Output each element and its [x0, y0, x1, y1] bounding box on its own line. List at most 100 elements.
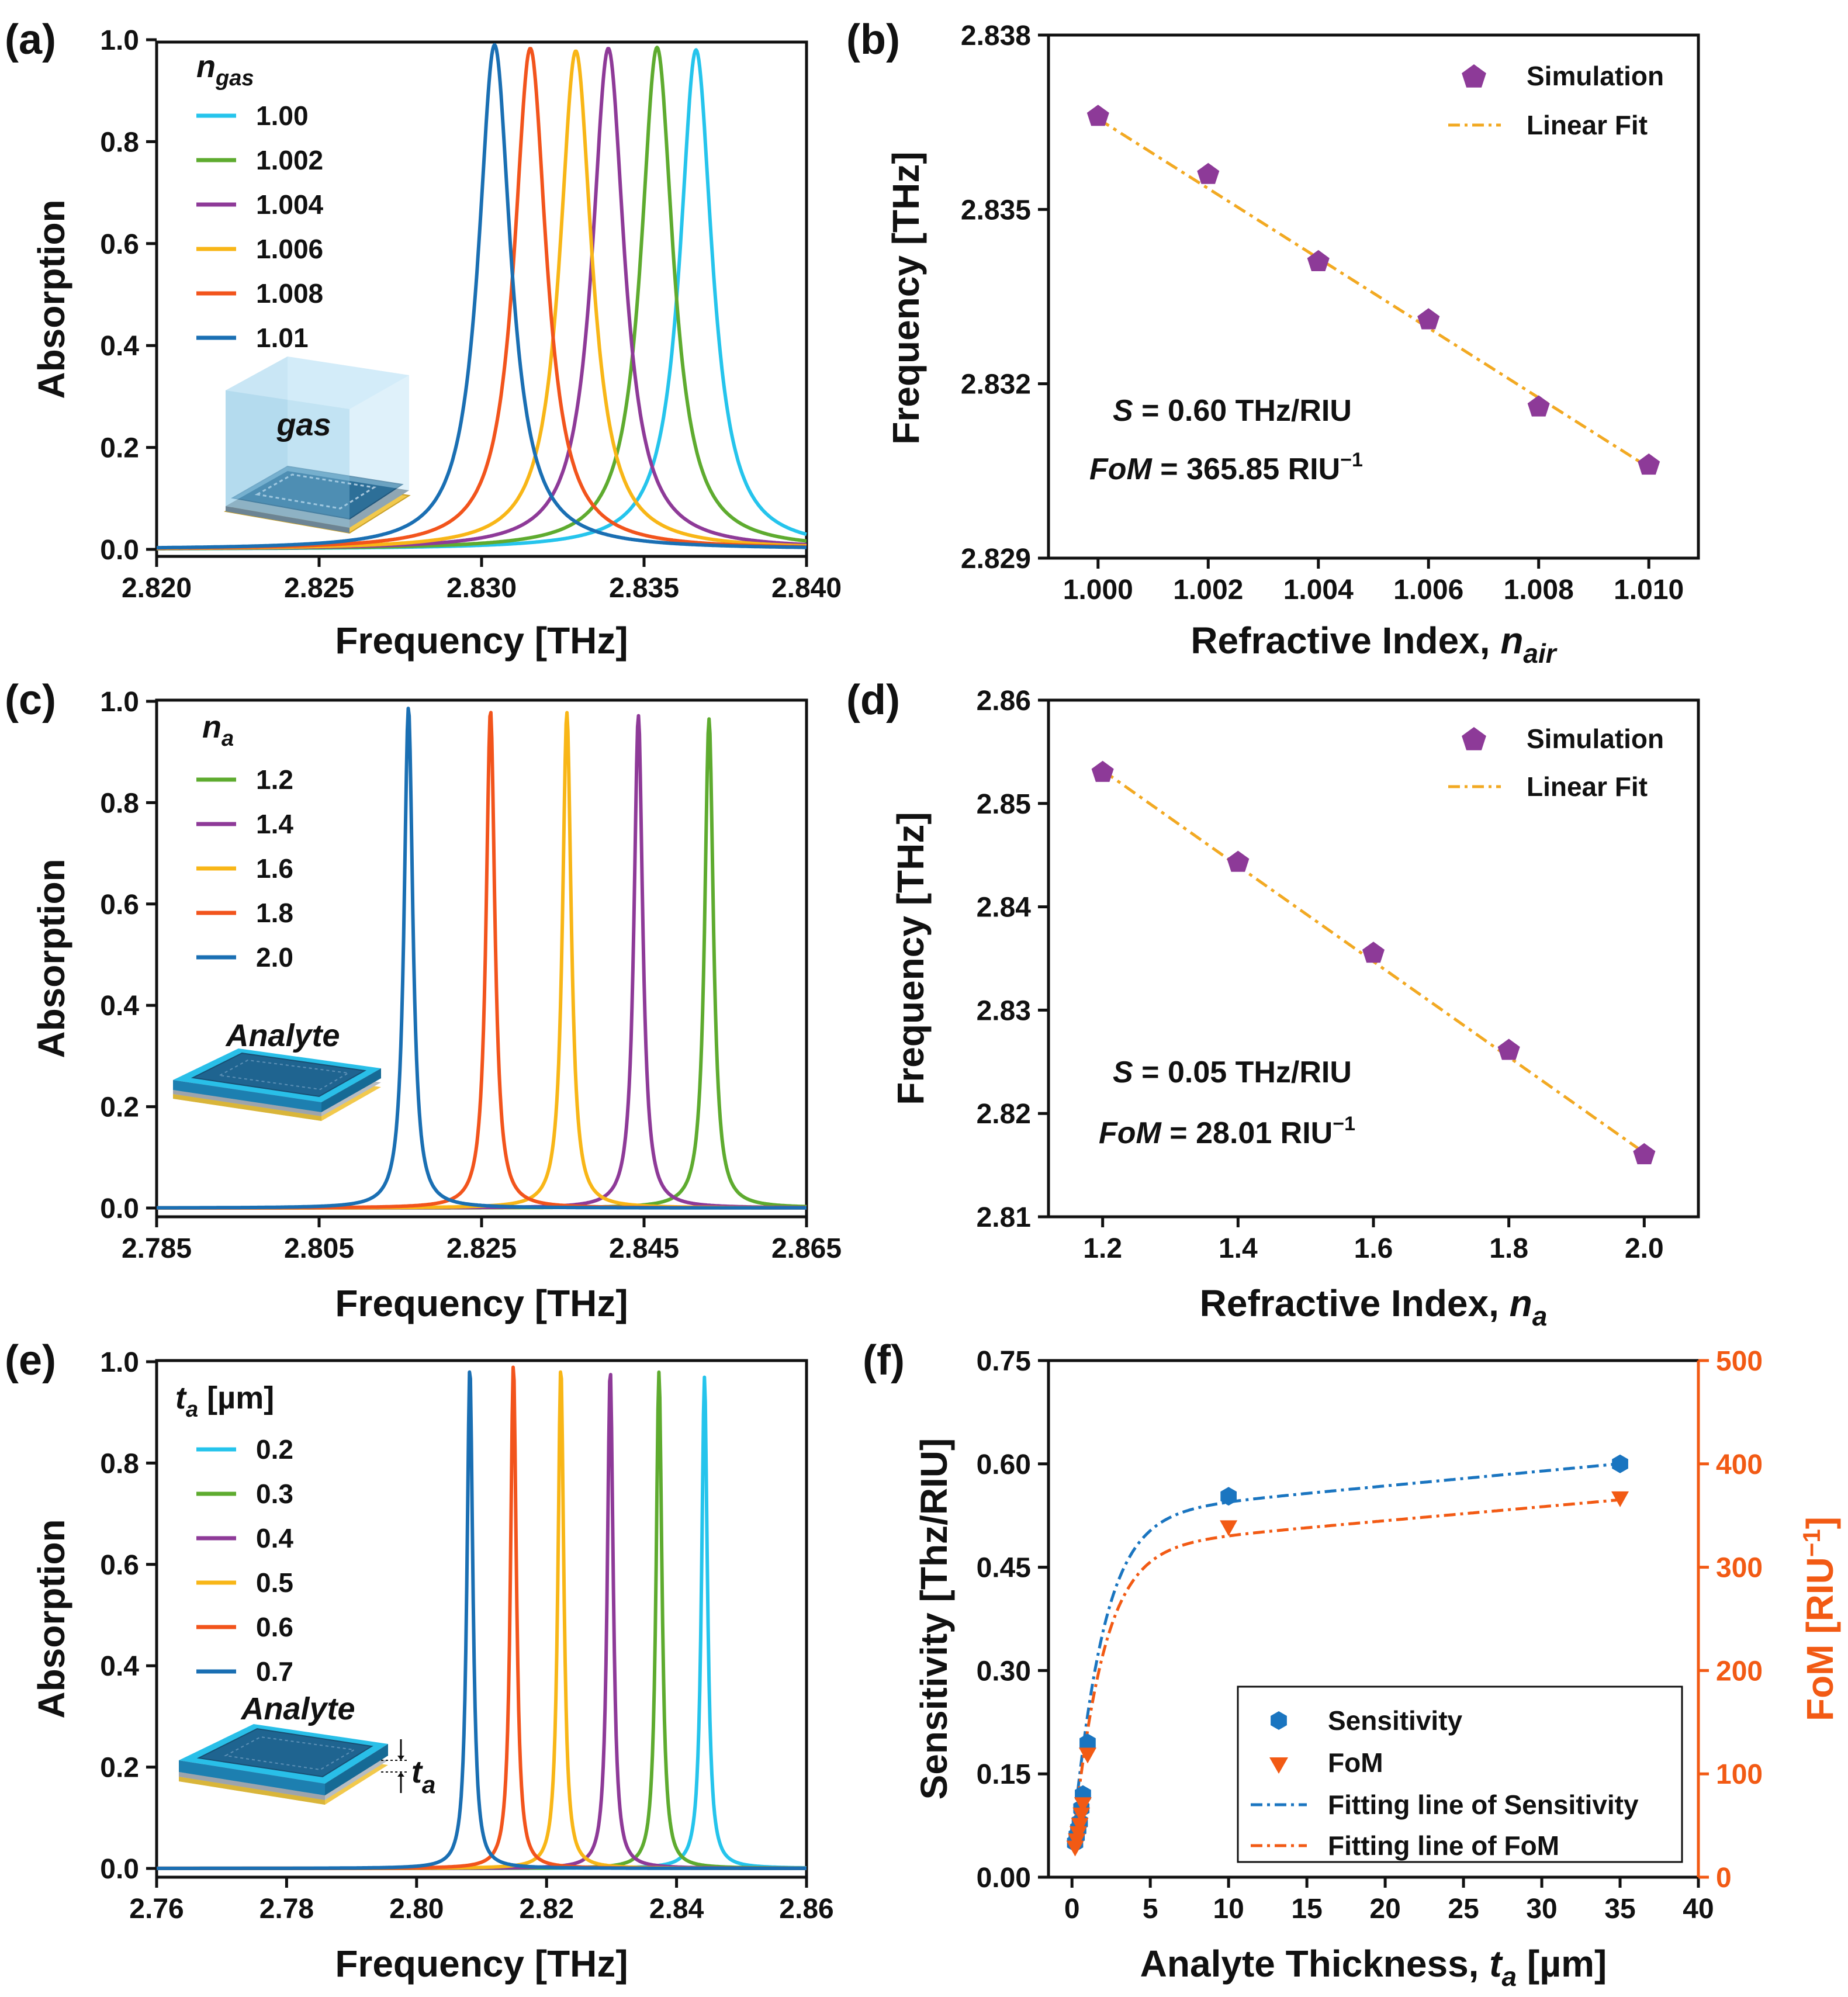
panel-e-curve-0.7 [155, 1370, 808, 1870]
panel-a-x-tick-label: 2.825 [284, 573, 354, 604]
panel-e-x-tick-label: 2.86 [779, 1894, 833, 1925]
panel-c-y-tick-label: 1.0 [100, 687, 139, 718]
panel-d-simulation-point [1091, 760, 1114, 782]
panel-c-x-tick-label: 2.785 [122, 1233, 192, 1264]
panel-c-x-tick-label: 2.845 [609, 1233, 679, 1264]
panel-b-simulation-point [1197, 162, 1220, 184]
panel-f-x-tick-label: 5 [1143, 1894, 1158, 1925]
panel-d-y-tick-label: 2.84 [977, 892, 1032, 923]
panel-b-simulation-point [1527, 395, 1550, 417]
panel-a-legend-entry: 1.004 [256, 189, 324, 220]
panel-e-x-tick-label: 2.84 [649, 1894, 704, 1925]
panel-f-legend-fom: FoM [1328, 1747, 1383, 1778]
panel-a-y-tick-label: 0.8 [100, 127, 139, 158]
panel-a-x-axis-label: Frequency [THz] [335, 619, 628, 662]
panel-f-y-tick-label: 0.15 [977, 1759, 1031, 1790]
panel-d-legend-simulation: Simulation [1527, 724, 1664, 754]
panel-b-simulation-point [1307, 250, 1330, 271]
panel-b-plot [1086, 105, 1660, 475]
panel-f-y-tick-label: 0.75 [977, 1346, 1031, 1377]
panel-f-right-y-tick-label: 100 [1716, 1759, 1763, 1790]
panel-b-x-tick-label: 1.006 [1393, 574, 1463, 605]
panel-d-x-axis-label: Refractive Index, na [1200, 1282, 1548, 1331]
panel-a-x-ticks: 2.820 2.825 2.830 2.835 2.840 [122, 556, 842, 604]
panel-f-y-axis-label: Sensitivity [Thz/RIU] [913, 1438, 955, 1800]
panel-b-y-ticks: 2.829 2.832 2.835 2.838 [961, 20, 1048, 574]
panel-e-inset-label: Analyte [240, 1691, 355, 1726]
panel-f-right-y-tick-label: 300 [1716, 1553, 1763, 1584]
panel-d-y-axis-label: Frequency [THz] [890, 812, 932, 1105]
panel-e-legend-entry: 0.4 [256, 1523, 293, 1553]
panel-e-label: (e) [5, 1337, 56, 1384]
panel-c-label: (c) [5, 677, 56, 724]
panel-e-x-ticks: 2.76 2.78 2.80 2.82 2.84 2.86 [129, 1877, 834, 1925]
panel-f-sensitivity-point [1079, 1733, 1096, 1753]
panel-b-y-tick-label: 2.835 [961, 195, 1031, 226]
panel-c-x-axis-label: Frequency [THz] [335, 1282, 628, 1324]
panel-f-legend-box [1237, 1685, 1683, 1863]
panel-f-fom-fit-line [1074, 1498, 1621, 1822]
panel-f-y-tick-label: 0.45 [977, 1553, 1031, 1584]
panel-f-y-tick-label: 0.00 [977, 1863, 1031, 1894]
panel-e-legend-entry: 0.6 [256, 1612, 293, 1642]
panel-a-y-ticks: 0.0 0.2 0.4 0.6 0.8 1.0 [100, 25, 157, 566]
panel-e-legend-entry: 0.3 [256, 1479, 293, 1509]
panel-b-x-tick-label: 1.008 [1504, 574, 1574, 605]
panel-f-x-tick-label: 20 [1369, 1894, 1400, 1925]
panel-c-legend-entry: 2.0 [256, 942, 293, 972]
panel-d-sensitivity-annotation: S = 0.05 THz/RIU [1113, 1055, 1352, 1089]
panel-f-x-tick-label: 15 [1291, 1894, 1322, 1925]
panel-b-y-tick-label: 2.832 [961, 369, 1031, 400]
panel-c-curve-1.6 [155, 711, 808, 1210]
panel-c-curve-1.2 [155, 717, 808, 1210]
panel-f-legend-sensitivity: Sensitivity [1328, 1705, 1463, 1736]
panel-c-inset-label: Analyte [224, 1018, 340, 1053]
panel-f-y2-ticks: 0 100 200 300 400 500 [1698, 1346, 1763, 1894]
panel-a-y-tick-label: 0.6 [100, 229, 139, 260]
panel-a-legend-title: ngas [196, 49, 254, 91]
panel-e-inset-thickness-label: ta [411, 1754, 435, 1798]
panel-d-x-tick-label: 2.0 [1625, 1233, 1664, 1264]
panel-b-legend-fit: Linear Fit [1527, 110, 1648, 140]
panel-c: (c) 2.785 2.805 2.825 2.845 2.865 0.00.20.40… [5, 677, 842, 1324]
panel-e-x-tick-label: 2.80 [389, 1894, 444, 1925]
panel-b-x-tick-label: 1.000 [1063, 574, 1133, 605]
panel-f-right-y-tick-label: 200 [1716, 1656, 1763, 1687]
panel-c-curve-2.0 [155, 707, 808, 1210]
panel-d-fom-annotation: FoM = 28.01 RIU−1 [1099, 1113, 1355, 1150]
panel-b-simulation-point [1417, 308, 1440, 330]
panel-c-inset-analyte-slab [173, 1048, 381, 1121]
panel-c-y-tick-label: 0.4 [100, 991, 139, 1022]
panel-d-simulation-point [1227, 850, 1250, 872]
panel-d-x-tick-label: 1.8 [1489, 1233, 1528, 1264]
panel-f-sensitivity-point [1220, 1487, 1237, 1506]
panel-f-x-tick-label: 35 [1604, 1894, 1635, 1925]
panel-f-y-tick-label: 0.30 [977, 1656, 1031, 1687]
panel-e-curves [155, 1365, 808, 1870]
panel-c-y-tick-label: 0.0 [100, 1193, 139, 1224]
panel-e-x-axis-label: Frequency [THz] [335, 1943, 628, 1985]
panel-d-simulation-point [1633, 1143, 1656, 1165]
panel-f-fom-point [1068, 1833, 1086, 1850]
panel-c-x-tick-label: 2.865 [771, 1233, 842, 1264]
panel-a-x-tick-label: 2.820 [122, 573, 192, 604]
panel-d: (d) 1.2 1.4 1.6 1.8 2.0 2.81 2.82 2.83 2.84 2.85… [846, 677, 1700, 1331]
panel-f-fom-point [1220, 1520, 1238, 1536]
panel-b-y-tick-label: 2.829 [961, 544, 1031, 574]
panel-f-fom-point [1072, 1807, 1091, 1823]
panel-a-legend-entry: 1.006 [256, 234, 323, 264]
panel-d-y-tick-label: 2.83 [977, 995, 1031, 1026]
panel-a-inset-gas-chamber [224, 357, 411, 534]
panel-b-fit-line [1097, 117, 1650, 469]
panel-a-x-tick-label: 2.830 [447, 573, 517, 604]
panel-e-y-ticks: 0.0 0.2 0.4 0.6 0.8 1.0 [100, 1347, 157, 1885]
panel-e-x-tick-label: 2.82 [519, 1894, 573, 1925]
panel-d-y-tick-label: 2.85 [977, 789, 1031, 820]
panel-b-x-ticks: 1.000 1.002 1.004 1.006 1.008 1.010 [1063, 558, 1684, 605]
panel-e-x-tick-label: 2.78 [259, 1894, 314, 1925]
panel-e-y-tick-label: 0.6 [100, 1550, 139, 1581]
panel-a-y-tick-label: 0.0 [100, 535, 139, 566]
panel-f-plot [1066, 1454, 1629, 1857]
panel-d-plot [1091, 760, 1656, 1165]
panel-f-fom-point [1069, 1826, 1087, 1842]
